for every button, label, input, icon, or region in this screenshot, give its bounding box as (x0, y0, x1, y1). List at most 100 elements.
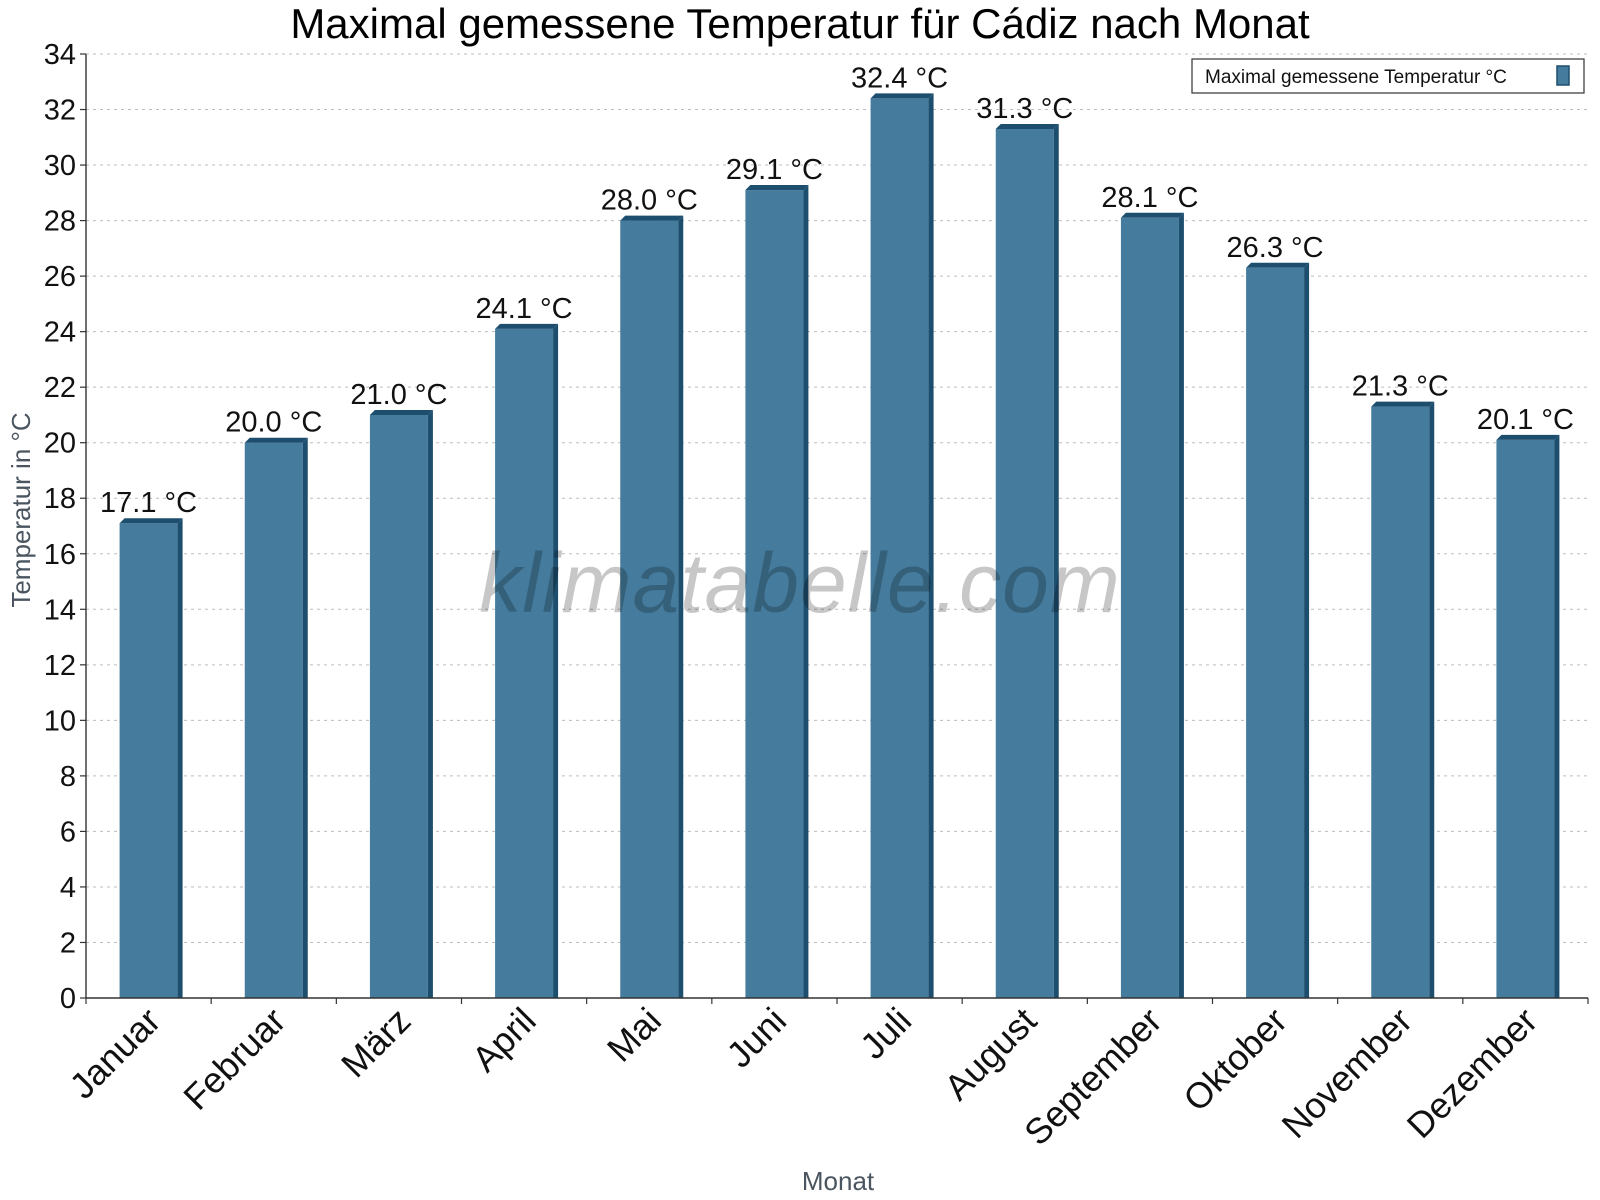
bar-juni (745, 185, 809, 998)
y-tick-label: 12 (44, 650, 76, 682)
bar-august (995, 123, 1059, 998)
x-tick-label: März (333, 1000, 419, 1086)
bar-side (928, 93, 934, 999)
bar-side (1429, 401, 1435, 998)
data-label: 28.0 °C (601, 185, 698, 217)
y-tick-label: 16 (44, 539, 76, 571)
bar-face (1496, 439, 1555, 998)
x-tick-label: Oktober (1175, 1000, 1295, 1120)
bar-side (803, 185, 809, 998)
bar-face (1120, 217, 1179, 998)
bar-face (119, 523, 178, 998)
bar-top (995, 123, 1059, 129)
data-label: 29.1 °C (726, 154, 823, 186)
x-tick-label: Juni (718, 1000, 794, 1076)
data-label: 31.3 °C (976, 93, 1073, 125)
x-tick-labels: Januar Februar März April Mai Juni Juli AugustS… (61, 1000, 1545, 1154)
bar-mai (620, 215, 684, 998)
bar-face (1371, 406, 1430, 998)
bar-face (1246, 267, 1305, 999)
bar-märz (369, 409, 433, 998)
bar-top (620, 215, 684, 221)
bar-top (870, 93, 934, 99)
data-label: 21.3 °C (1352, 371, 1449, 403)
chart-title: Maximal gemessene Temperatur für Cádiz n… (290, 0, 1310, 47)
y-tick-label: 0 (60, 983, 76, 1015)
y-tick-label: 14 (44, 594, 76, 626)
legend-swatch (1556, 65, 1570, 86)
bar-top (1120, 212, 1184, 218)
y-axis-title: Temperatur in °C (6, 412, 36, 607)
bar-top (1246, 262, 1310, 268)
legend-box (1191, 58, 1585, 94)
x-tick-label: Februar (175, 1000, 293, 1118)
legend: Maximal gemessene Temperatur °C (1191, 58, 1585, 94)
bar-juli (870, 93, 934, 999)
bar-face (745, 190, 804, 998)
bar-top (119, 518, 183, 524)
y-tick-label: 8 (60, 761, 76, 793)
bar-face (995, 128, 1054, 998)
y-tick-label: 30 (44, 150, 76, 182)
bar-dezember (1496, 434, 1560, 998)
bar-oktober (1246, 262, 1310, 999)
bar-side (678, 215, 684, 998)
y-tick-label: 20 (44, 428, 76, 460)
x-tick-label: Juli (852, 1000, 919, 1067)
bar-januar (119, 518, 183, 998)
y-tick-label: 34 (44, 39, 76, 71)
data-label: 21.0 °C (350, 379, 447, 411)
x-tick-label: April (464, 1000, 544, 1080)
y-tick-label: 26 (44, 261, 76, 293)
y-tick-label: 22 (44, 372, 76, 404)
y-tick-label: 24 (44, 317, 76, 349)
bar-face (620, 220, 679, 998)
bar-face (369, 414, 428, 998)
bar-side (177, 518, 183, 998)
bar-side (1304, 262, 1310, 999)
bar-side (553, 323, 559, 998)
bar-side (302, 437, 308, 998)
bar-november (1371, 401, 1435, 998)
axes (80, 53, 1589, 1004)
y-tick-label: 4 (60, 872, 76, 904)
bar-top (244, 437, 308, 443)
bar-side (1053, 123, 1059, 998)
bar-top (745, 185, 809, 191)
bar-februar (244, 437, 308, 998)
data-label: 32.4 °C (851, 62, 948, 94)
bar-side (1554, 434, 1560, 998)
bar-april (495, 323, 559, 998)
data-labels: 17.1 °C 20.0 °C 21.0 °C 24.1 °C 28.0 °C 29.1 … (100, 62, 1574, 519)
bars (119, 93, 1560, 999)
x-tick-label: August (936, 1000, 1044, 1108)
x-tick-label: Mai (599, 1000, 669, 1070)
y-tick-label: 18 (44, 483, 76, 515)
x-tick-label: Januar (61, 1000, 168, 1107)
data-label: 26.3 °C (1227, 232, 1324, 264)
y-tick-label: 32 (44, 95, 76, 127)
bar-top (495, 323, 559, 329)
legend-label: Maximal gemessene Temperatur °C (1205, 67, 1507, 88)
y-tick-label: 10 (44, 705, 76, 737)
data-label: 28.1 °C (1101, 182, 1198, 214)
x-tick-label: Dezember (1399, 1000, 1545, 1146)
bar-september (1120, 212, 1184, 998)
x-tick-label: September (1016, 1000, 1170, 1154)
bar-face (244, 442, 303, 998)
watermark: klimatabelle.com (479, 536, 1121, 630)
bar-top (1371, 401, 1435, 407)
bar-face (495, 328, 554, 998)
x-axis-title: Monat (802, 1166, 875, 1196)
bar-side (427, 409, 433, 998)
x-tick-label: November (1273, 1000, 1419, 1146)
grid (86, 53, 1588, 943)
y-tick-label: 28 (44, 206, 76, 238)
bar-top (1496, 434, 1560, 440)
data-label: 17.1 °C (100, 487, 197, 519)
y-tick-label: 6 (60, 816, 76, 848)
y-tick-label: 2 (60, 927, 76, 959)
data-label: 20.0 °C (225, 407, 322, 439)
